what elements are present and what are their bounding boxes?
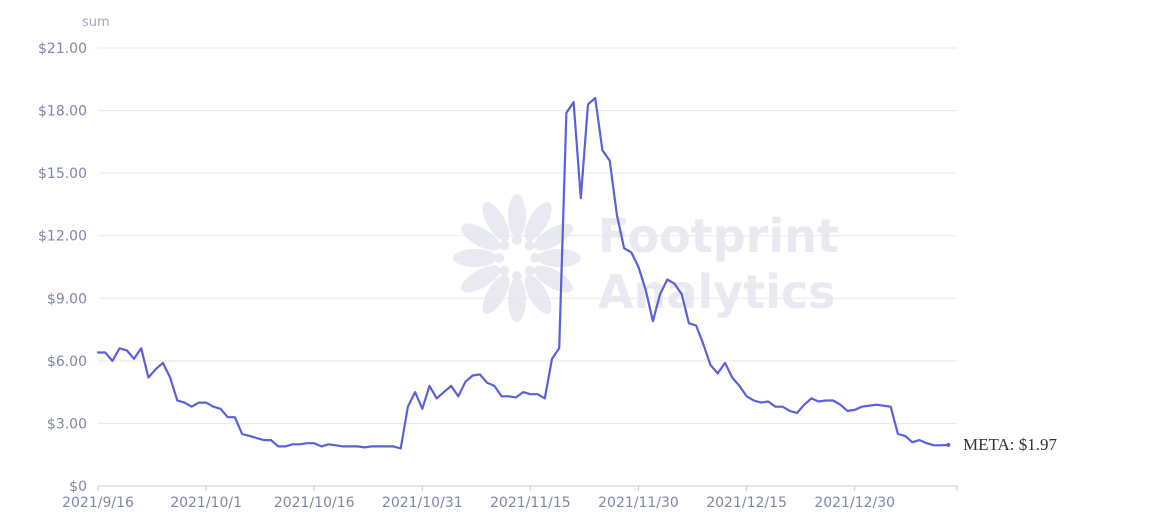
y-tick-label: $9.00 — [47, 291, 87, 307]
logo-petal — [533, 265, 573, 293]
logo-dot — [494, 253, 504, 263]
watermark-line2: Analytics — [598, 265, 836, 319]
logo-dot — [512, 235, 522, 245]
logo-petal — [508, 278, 526, 322]
x-tick-label: 2021/10/16 — [274, 495, 355, 511]
x-tick-label: 2021/11/15 — [490, 495, 571, 511]
footprint-analytics-watermark: Footprint Analytics — [453, 194, 839, 322]
logo-dot — [499, 240, 510, 251]
series-group: META: $1.97 — [96, 96, 1058, 454]
series-end-point — [946, 442, 951, 447]
logo-dot — [499, 265, 510, 276]
logo-dot — [512, 271, 522, 281]
y-tick-label: $6.00 — [47, 354, 87, 370]
logo-dot — [524, 265, 535, 276]
x-tick-label: 2021/11/30 — [598, 495, 679, 511]
x-tick-label: 2021/10/31 — [382, 495, 463, 511]
logo-petal — [453, 249, 497, 267]
logo-petal — [508, 194, 526, 238]
x-tick-label: 2021/12/30 — [814, 495, 895, 511]
y-tick-label: $3.00 — [47, 416, 87, 432]
logo-petal — [461, 265, 501, 293]
x-axis: 2021/9/16 2021/10/1 2021/10/16 2021/10/31 20… — [62, 486, 958, 511]
logo-dot — [530, 253, 540, 263]
series-line-meta — [96, 96, 950, 450]
logo-petal — [524, 274, 552, 314]
logo-petal — [524, 202, 552, 242]
x-tick-label: 2021/10/1 — [170, 495, 242, 511]
series-end-label: META: $1.97 — [963, 435, 1058, 454]
x-tick-label: 2021/9/16 — [62, 495, 134, 511]
y-axis: $0 $3.00 $6.00 $9.00 $12.00 $15.00 $18.00 $21.0… — [38, 41, 87, 495]
logo-dot — [524, 240, 535, 251]
y-tick-label: $0 — [69, 479, 87, 495]
x-tick-label: 2021/12/15 — [706, 495, 787, 511]
logo-petal — [537, 249, 581, 267]
y-tick-label: $15.00 — [38, 166, 87, 182]
y-tick-label: $18.00 — [38, 104, 87, 120]
y-tick-label: $21.00 — [38, 41, 87, 57]
y-tick-label: $12.00 — [38, 229, 87, 245]
logo-petal — [482, 274, 510, 314]
grid-lines — [98, 47, 957, 487]
y-axis-unit-label: sum — [82, 15, 110, 30]
footprint-logo-icon — [453, 194, 581, 322]
logo-petal — [482, 202, 510, 242]
logo-petal — [461, 223, 501, 251]
